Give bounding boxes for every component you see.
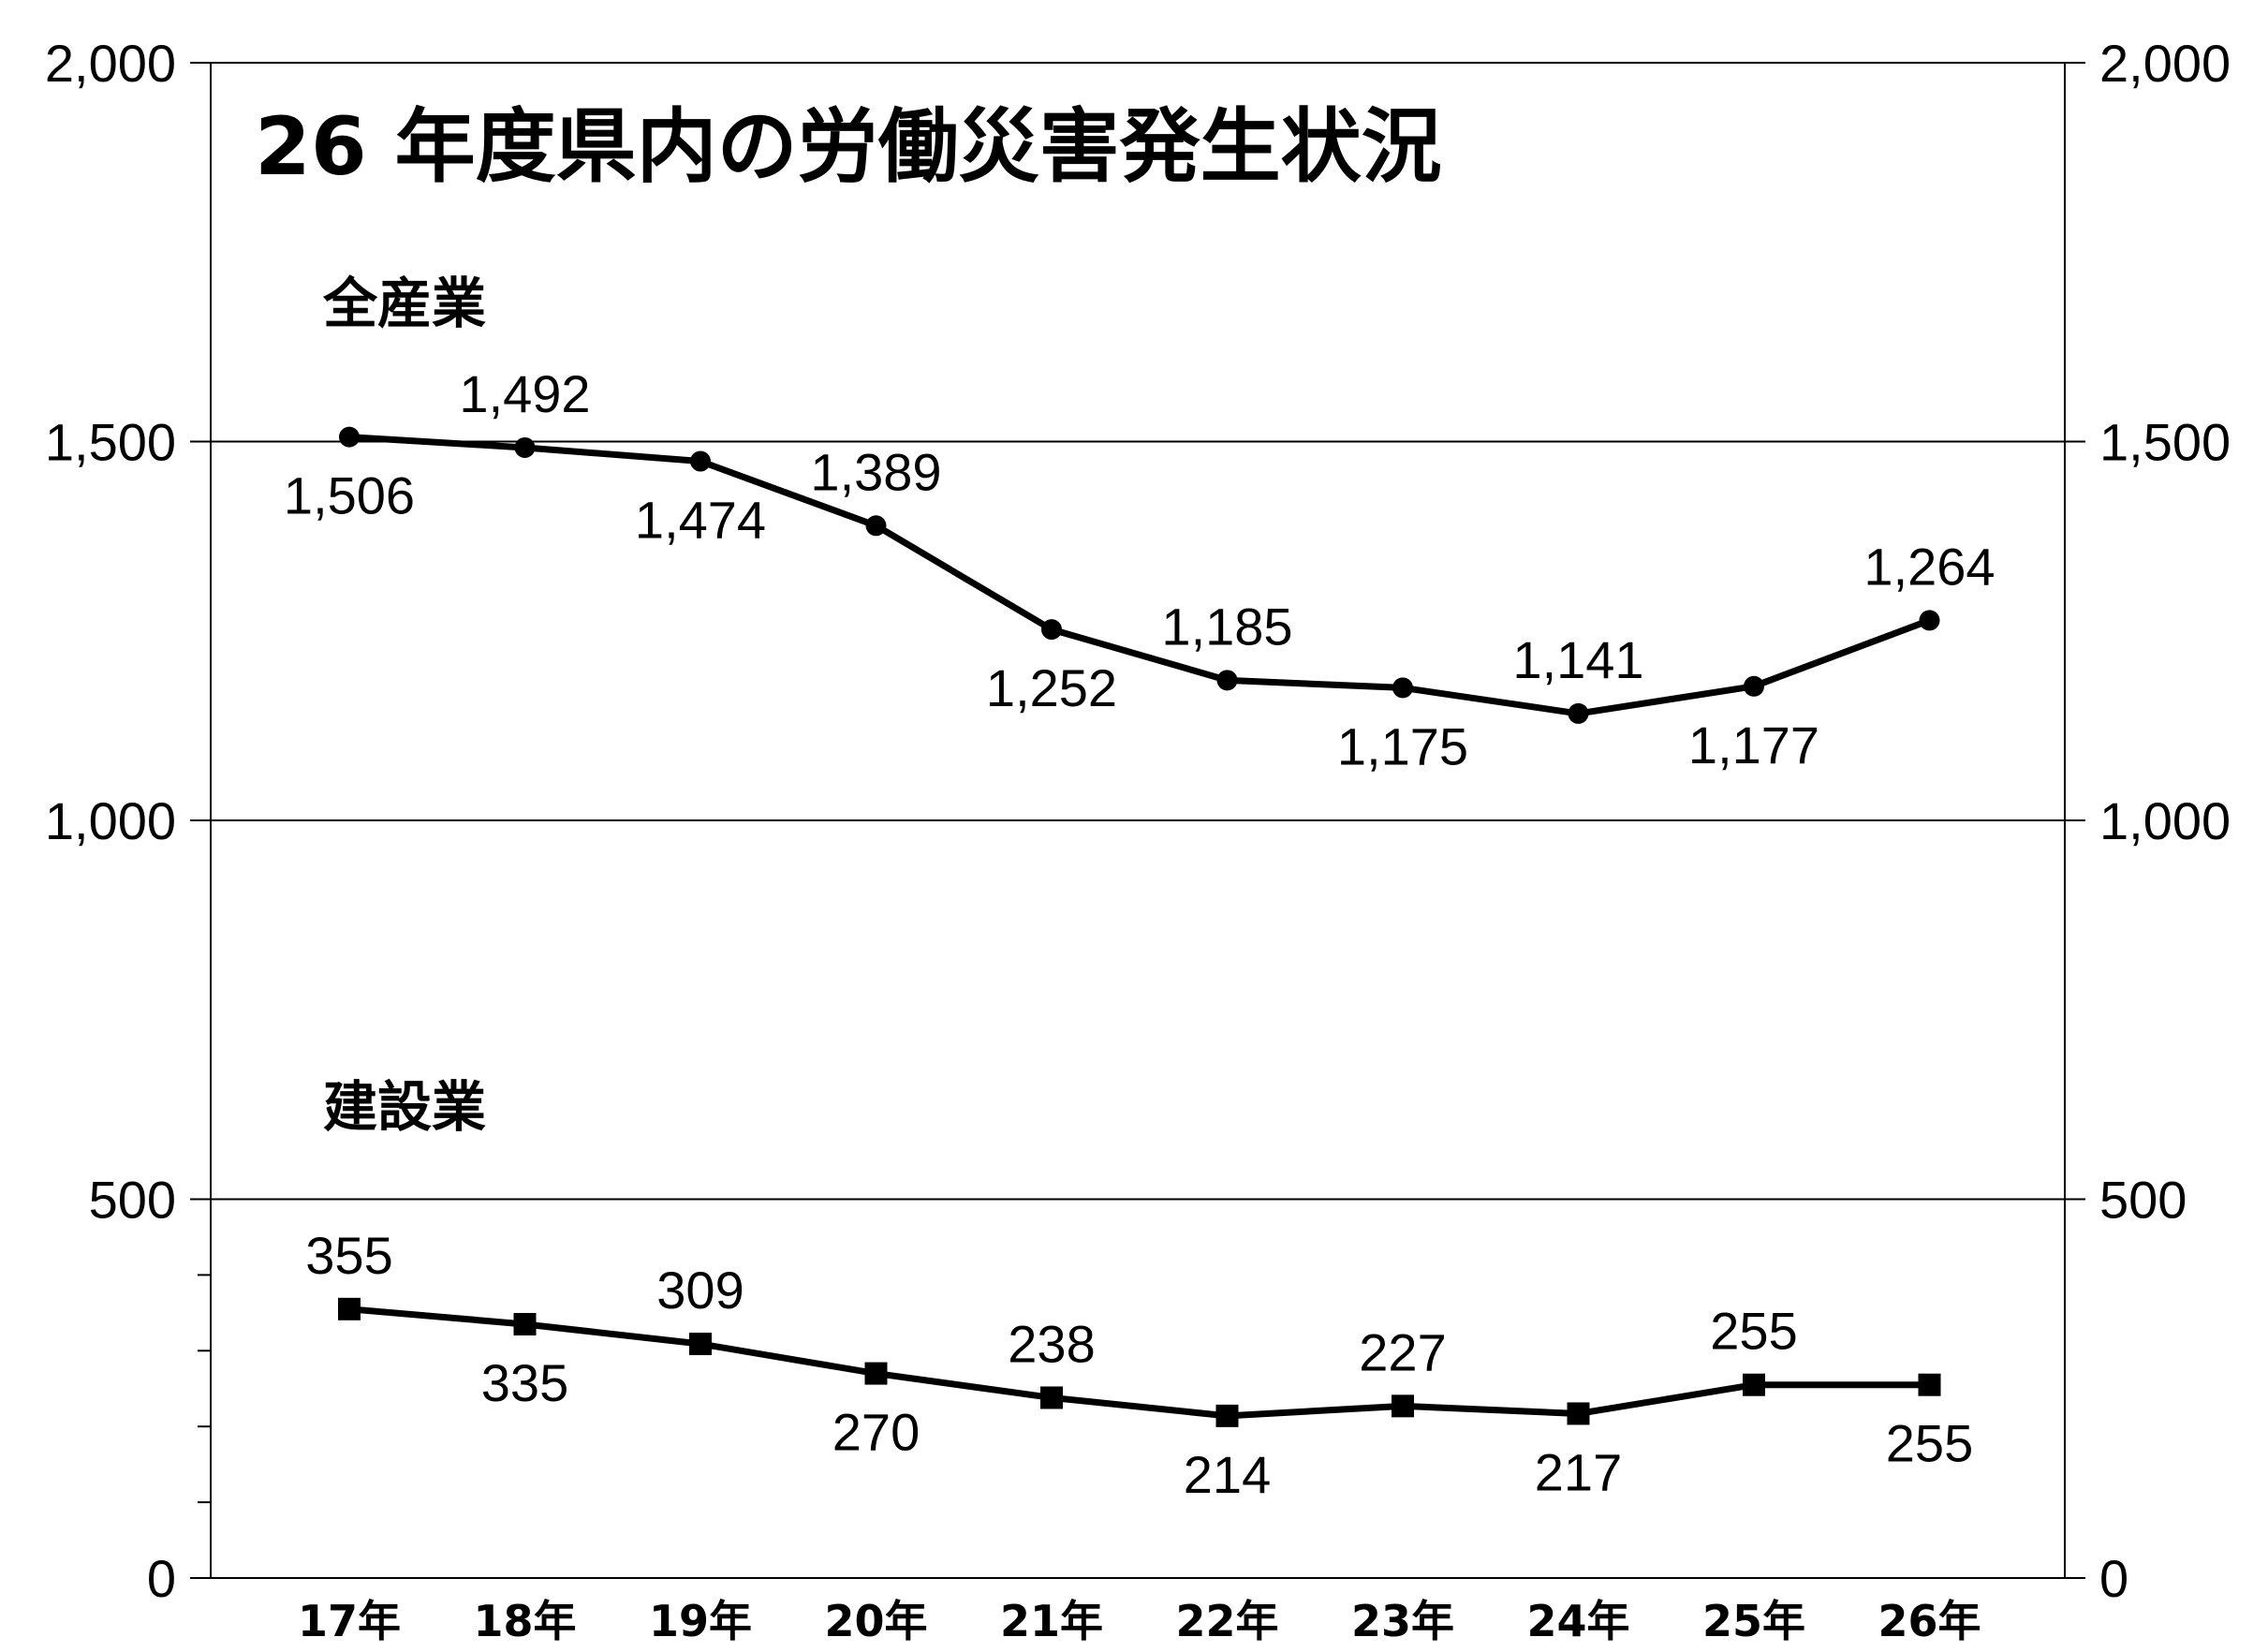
x-category-label: 26年 [1878,1596,1981,1646]
x-category-label: 25年 [1702,1596,1805,1646]
series-all-industries: 1,506 1,492 1,474 1,389 1,252 1,185 1,175 1,141… [284,364,1996,775]
data-label: 1,264 [1863,537,1995,596]
data-point [513,1312,537,1335]
y-tick-label-left: 500 [89,1171,176,1230]
chart-title: 26 年度県内の労働災害発生状況 [255,100,1442,194]
x-category-label: 17年 [298,1596,401,1646]
data-label: 1,185 [1161,597,1292,656]
data-point [1215,1404,1239,1427]
data-label: 335 [481,1353,568,1412]
y-tick-label-right: 0 [2099,1549,2128,1608]
y-tick-label-right: 2,000 [2099,34,2231,93]
y-tick-label-right: 500 [2099,1171,2187,1230]
data-label: 1,492 [459,364,590,423]
data-point [1743,1373,1765,1396]
data-label: 1,175 [1337,716,1468,775]
data-point [339,426,360,448]
data-point [1567,1402,1590,1425]
data-label: 355 [305,1226,392,1285]
data-label: 270 [832,1403,920,1462]
data-label: 255 [1886,1414,1973,1473]
y-tick-label-left: 1,500 [45,413,176,472]
data-point [690,450,711,472]
y-tick-label-left: 2,000 [45,34,176,93]
series-group: 1,506 1,492 1,474 1,389 1,252 1,185 1,175 1,141… [284,364,1996,1504]
x-category-label: 21年 [1000,1596,1103,1646]
x-category-label: 23年 [1351,1596,1454,1646]
axes [190,62,2085,1579]
data-label: 1,474 [635,491,766,550]
data-point [1744,675,1764,697]
data-point [1216,670,1238,691]
gridlines [211,440,2065,1201]
data-point [1919,610,1940,631]
x-category-label: 20年 [824,1596,927,1646]
data-label: 309 [656,1261,744,1320]
data-label: 1,177 [1688,715,1819,774]
series-name-construction: 建設業 [323,1075,486,1139]
data-point [1918,1373,1941,1396]
data-label: 255 [1710,1302,1797,1361]
data-point [689,1333,712,1356]
series-construction: 355 335 309 270 238 214 227 217 255 255 [305,1226,1973,1504]
data-point [864,1362,888,1385]
data-point [1392,1394,1414,1418]
data-label: 1,252 [986,658,1117,717]
x-category-label: 18年 [473,1596,576,1646]
data-point [1568,702,1589,724]
series-line [348,1305,1930,1420]
x-category-label: 22年 [1175,1596,1278,1646]
data-point [865,515,887,537]
series-name-all-industries: 全産業 [322,272,486,335]
y-axis-left-ticks: 0 500 1,000 1,500 2,000 [45,34,176,1608]
data-label: 227 [1359,1322,1446,1381]
data-point [514,436,536,458]
x-axis-categories: 17年 18年 19年 20年 21年 22年 23年 24年 25年 26年 [298,1596,1981,1646]
data-label: 238 [1008,1314,1095,1373]
series-line [348,434,1931,717]
y-axis-right-ticks: 0 500 1,000 1,500 2,000 [2099,34,2231,1608]
data-label: 1,506 [284,466,415,525]
y-tick-label-right: 1,000 [2099,791,2231,850]
data-point [1392,677,1413,699]
data-label: 1,141 [1512,630,1643,689]
data-label: 1,389 [810,442,941,501]
data-point [338,1297,361,1320]
y-tick-label-right: 1,500 [2099,413,2231,472]
y-tick-label-left: 0 [147,1549,176,1608]
data-label: 214 [1184,1445,1271,1504]
data-label: 217 [1535,1442,1622,1501]
data-point [1041,619,1062,641]
data-point [1040,1386,1063,1409]
x-category-label: 24年 [1526,1596,1629,1646]
x-category-label: 19年 [649,1596,752,1646]
y-tick-label-left: 1,000 [45,791,176,850]
